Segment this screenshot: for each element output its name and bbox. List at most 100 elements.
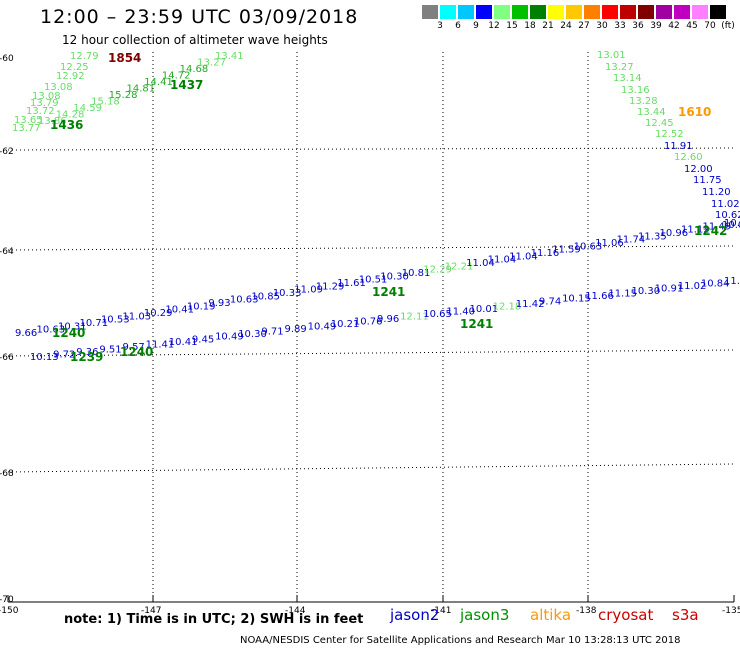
swh-value: 11.42 (516, 299, 545, 310)
swh-value: 10.51 (359, 275, 388, 286)
swh-value: 12.29 (423, 265, 452, 276)
swh-value: 11.74 (617, 235, 646, 246)
swh-value: 9.57 (123, 342, 145, 353)
pass-time-label: 1437 (170, 78, 203, 92)
swh-value: 10.07 (722, 220, 740, 231)
pass-time-label: 1240 (120, 345, 153, 359)
swh-value: 12.25 (60, 62, 89, 73)
swh-value: 15.28 (109, 90, 138, 101)
swh-value: 9.45 (192, 334, 214, 345)
swh-value: 13.44 (637, 107, 666, 118)
parallel-line (7, 245, 735, 251)
swh-value: 9.71 (261, 327, 283, 338)
swh-value: 13.65 (14, 115, 43, 126)
swh-value: 9.72 (53, 349, 75, 360)
scale-swatch (440, 5, 456, 19)
lon-tick-label: -138 (576, 606, 597, 616)
lat-tick-label: -68 (0, 469, 14, 479)
pass-time-label: 1854 (108, 51, 141, 65)
scale-label: 3 (437, 21, 443, 31)
swh-value: 14.28 (56, 110, 85, 121)
swh-value: 11.91 (664, 141, 693, 152)
swh-value: 13.08 (44, 82, 73, 93)
swh-value: 12.21 (445, 261, 474, 272)
swh-value: 10.49 (215, 332, 244, 343)
swh-value: 11.35 (638, 231, 667, 242)
scale-label: 70 (704, 21, 716, 31)
swh-value: 11.40 (446, 306, 475, 317)
swh-value: 11.02 (711, 199, 740, 210)
swh-value: 10.96 (660, 228, 689, 239)
pass-time-label: 1436 (50, 118, 83, 132)
swh-value: 14.72 (162, 71, 191, 82)
swh-value: 10.63 (36, 325, 65, 336)
swh-value: 9.89 (284, 324, 306, 335)
swh-value: 13.86 (38, 116, 67, 127)
swh-value: 10.41 (165, 305, 194, 316)
swh-value: 9.96 (377, 314, 399, 325)
swh-value: 12.79 (70, 51, 99, 62)
scale-swatch (458, 5, 474, 19)
swh-value: 11.20 (702, 187, 731, 198)
swh-value: 10.41 (169, 337, 198, 348)
swh-value: 13.01 (597, 50, 626, 61)
scale-swatch (422, 5, 438, 19)
map-title: 12:00 – 23:59 UTC 03/09/2018 (40, 6, 359, 28)
legend-cryosat: cryosat (598, 606, 654, 624)
swh-value: 11.04 (488, 255, 517, 266)
swh-value: 10.53 (101, 315, 130, 326)
swh-value: 10.07 (724, 218, 740, 229)
swh-value: 11.59 (552, 245, 581, 256)
swh-value: 11.02 (678, 281, 707, 292)
swh-value: 12.00 (684, 164, 713, 175)
swh-value: 12.18 (493, 301, 522, 312)
swh-value: 14.59 (73, 103, 102, 114)
swh-value: 11.04 (509, 251, 538, 262)
scale-label: 9 (473, 21, 479, 31)
swh-value: 10.63 (574, 241, 603, 252)
swh-value: 13.77 (12, 123, 41, 134)
swh-value: 13.79 (30, 98, 59, 109)
swh-value: 11.66 (585, 291, 614, 302)
lat-tick-label: -62 (0, 147, 14, 157)
swh-value: 10.63 (230, 295, 259, 306)
swh-value: 11.15 (608, 289, 637, 300)
scale-swatch (710, 5, 726, 19)
scale-label: 15 (506, 21, 518, 31)
map-subtitle: 12 hour collection of altimeter wave hei… (62, 33, 328, 47)
swh-value: 14.68 (180, 64, 209, 75)
legend-s3a: s3a (672, 606, 699, 624)
legend-altika: altika (530, 606, 572, 624)
scale-label: 12 (488, 21, 500, 31)
swh-value: 10.30 (238, 329, 267, 340)
swh-value: 11.12 (681, 225, 710, 236)
scale-swatch (674, 5, 690, 19)
swh-value: 11.09 (294, 285, 323, 296)
pass-time-label: 1239 (70, 350, 103, 364)
parallel-line (7, 147, 735, 151)
swh-value: 10.49 (308, 322, 337, 333)
scale-swatch (512, 5, 528, 19)
pass-time-label: 1240 (52, 326, 85, 340)
swh-value: 11.06 (595, 238, 624, 249)
swh-value: 12.11 (400, 311, 429, 322)
pass-time-label: 1241 (460, 317, 493, 331)
swh-value: 11.49 (703, 221, 732, 232)
scale-label: 39 (650, 21, 662, 31)
swh-value: 11.03 (122, 311, 151, 322)
swh-value: 10.30 (380, 271, 409, 282)
swh-value: 10.13 (30, 352, 59, 363)
scale-swatch (494, 5, 510, 19)
scale-swatch (530, 5, 546, 19)
swh-value: 10.85 (251, 291, 280, 302)
swh-value: 10.91 (655, 284, 684, 295)
scale-label: 21 (542, 21, 554, 31)
swh-value: 11.75 (693, 175, 722, 186)
swh-value: 10.15 (562, 294, 591, 305)
swh-value: 10.62 (715, 210, 740, 221)
scale-label: 6 (455, 21, 461, 31)
swh-value: 9.36 (76, 347, 98, 358)
swh-value: 13.16 (621, 85, 650, 96)
scale-label: 27 (578, 21, 590, 31)
